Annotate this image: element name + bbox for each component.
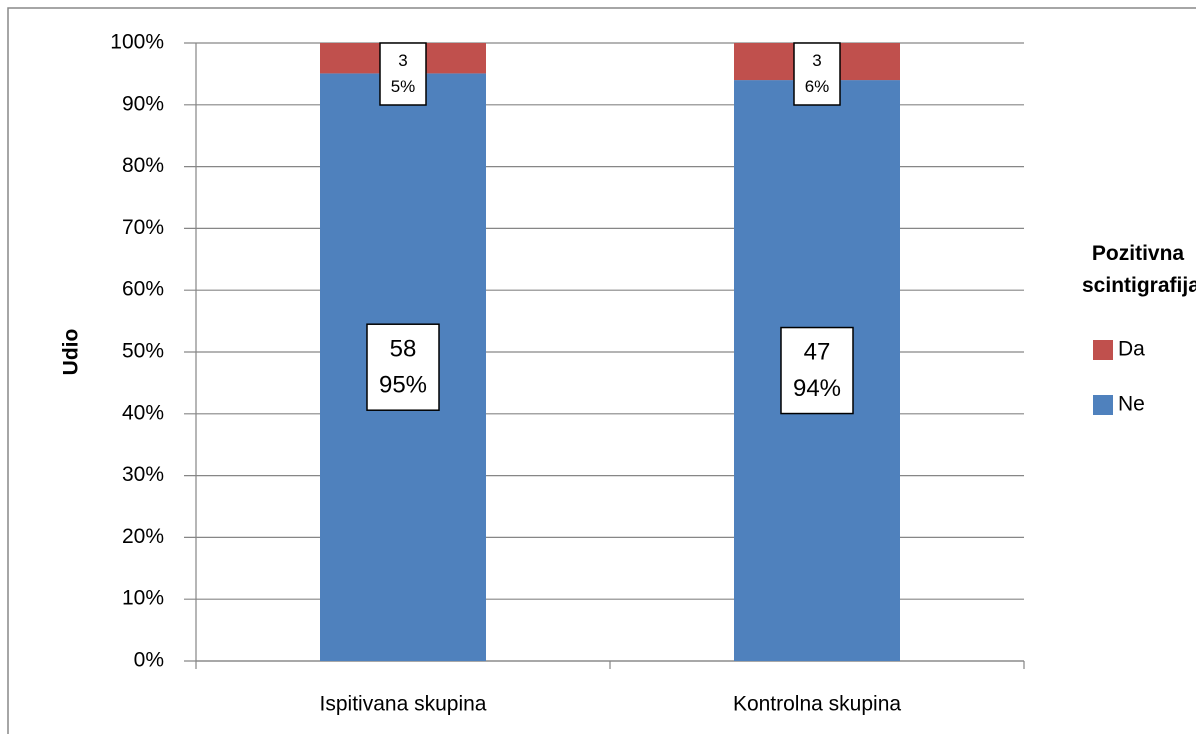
data-label-count: 58 xyxy=(390,335,417,362)
x-tick-label: Ispitivana skupina xyxy=(320,693,487,716)
legend-title: Pozitivna scintigrafija xyxy=(1082,242,1196,297)
y-tick-label: 0% xyxy=(134,649,164,672)
data-label-count: 3 xyxy=(398,51,407,70)
y-tick-label: 50% xyxy=(122,340,164,363)
chart-border xyxy=(7,7,1196,734)
y-tick-label: 10% xyxy=(122,587,164,610)
legend-label: Ne xyxy=(1118,393,1145,416)
y-tick-label: 100% xyxy=(110,31,164,54)
data-label-count: 47 xyxy=(804,339,831,366)
legend-swatch xyxy=(1093,395,1113,415)
y-axis-label: Udio xyxy=(60,329,83,376)
y-tick-label: 90% xyxy=(122,92,164,115)
y-tick-label: 40% xyxy=(122,401,164,424)
data-label-percent: 6% xyxy=(805,77,830,96)
data-label-percent: 95% xyxy=(379,371,427,398)
data-label-count: 3 xyxy=(812,51,821,70)
data-label-box xyxy=(366,323,440,411)
x-tick-label: Kontrolna skupina xyxy=(733,693,901,716)
data-label-percent: 94% xyxy=(793,375,841,402)
legend-label: Da xyxy=(1118,338,1145,361)
y-tick-label: 30% xyxy=(122,463,164,486)
data-label-box xyxy=(793,42,841,106)
data-label-percent: 5% xyxy=(391,77,416,96)
y-tick-label: 60% xyxy=(122,278,164,301)
y-tick-label: 20% xyxy=(122,525,164,548)
y-tick-label: 80% xyxy=(122,154,164,177)
data-label-box xyxy=(379,42,427,106)
legend-swatch xyxy=(1093,340,1113,360)
y-tick-label: 70% xyxy=(122,216,164,239)
data-label-box xyxy=(780,326,854,415)
